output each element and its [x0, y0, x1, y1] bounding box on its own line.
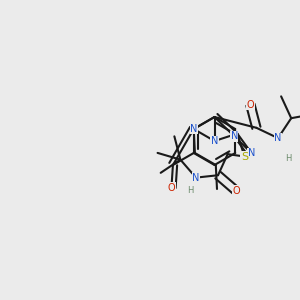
Text: N: N — [190, 124, 197, 134]
Text: N: N — [248, 148, 255, 158]
Text: S: S — [241, 152, 248, 161]
Text: N: N — [231, 131, 238, 141]
Text: O: O — [247, 100, 254, 110]
Text: H: H — [286, 154, 292, 163]
Text: N: N — [192, 172, 200, 183]
Text: O: O — [168, 183, 175, 193]
Text: H: H — [188, 186, 194, 195]
Text: N: N — [211, 136, 218, 146]
Text: N: N — [274, 133, 282, 143]
Text: O: O — [232, 186, 240, 196]
Text: N: N — [274, 133, 282, 143]
